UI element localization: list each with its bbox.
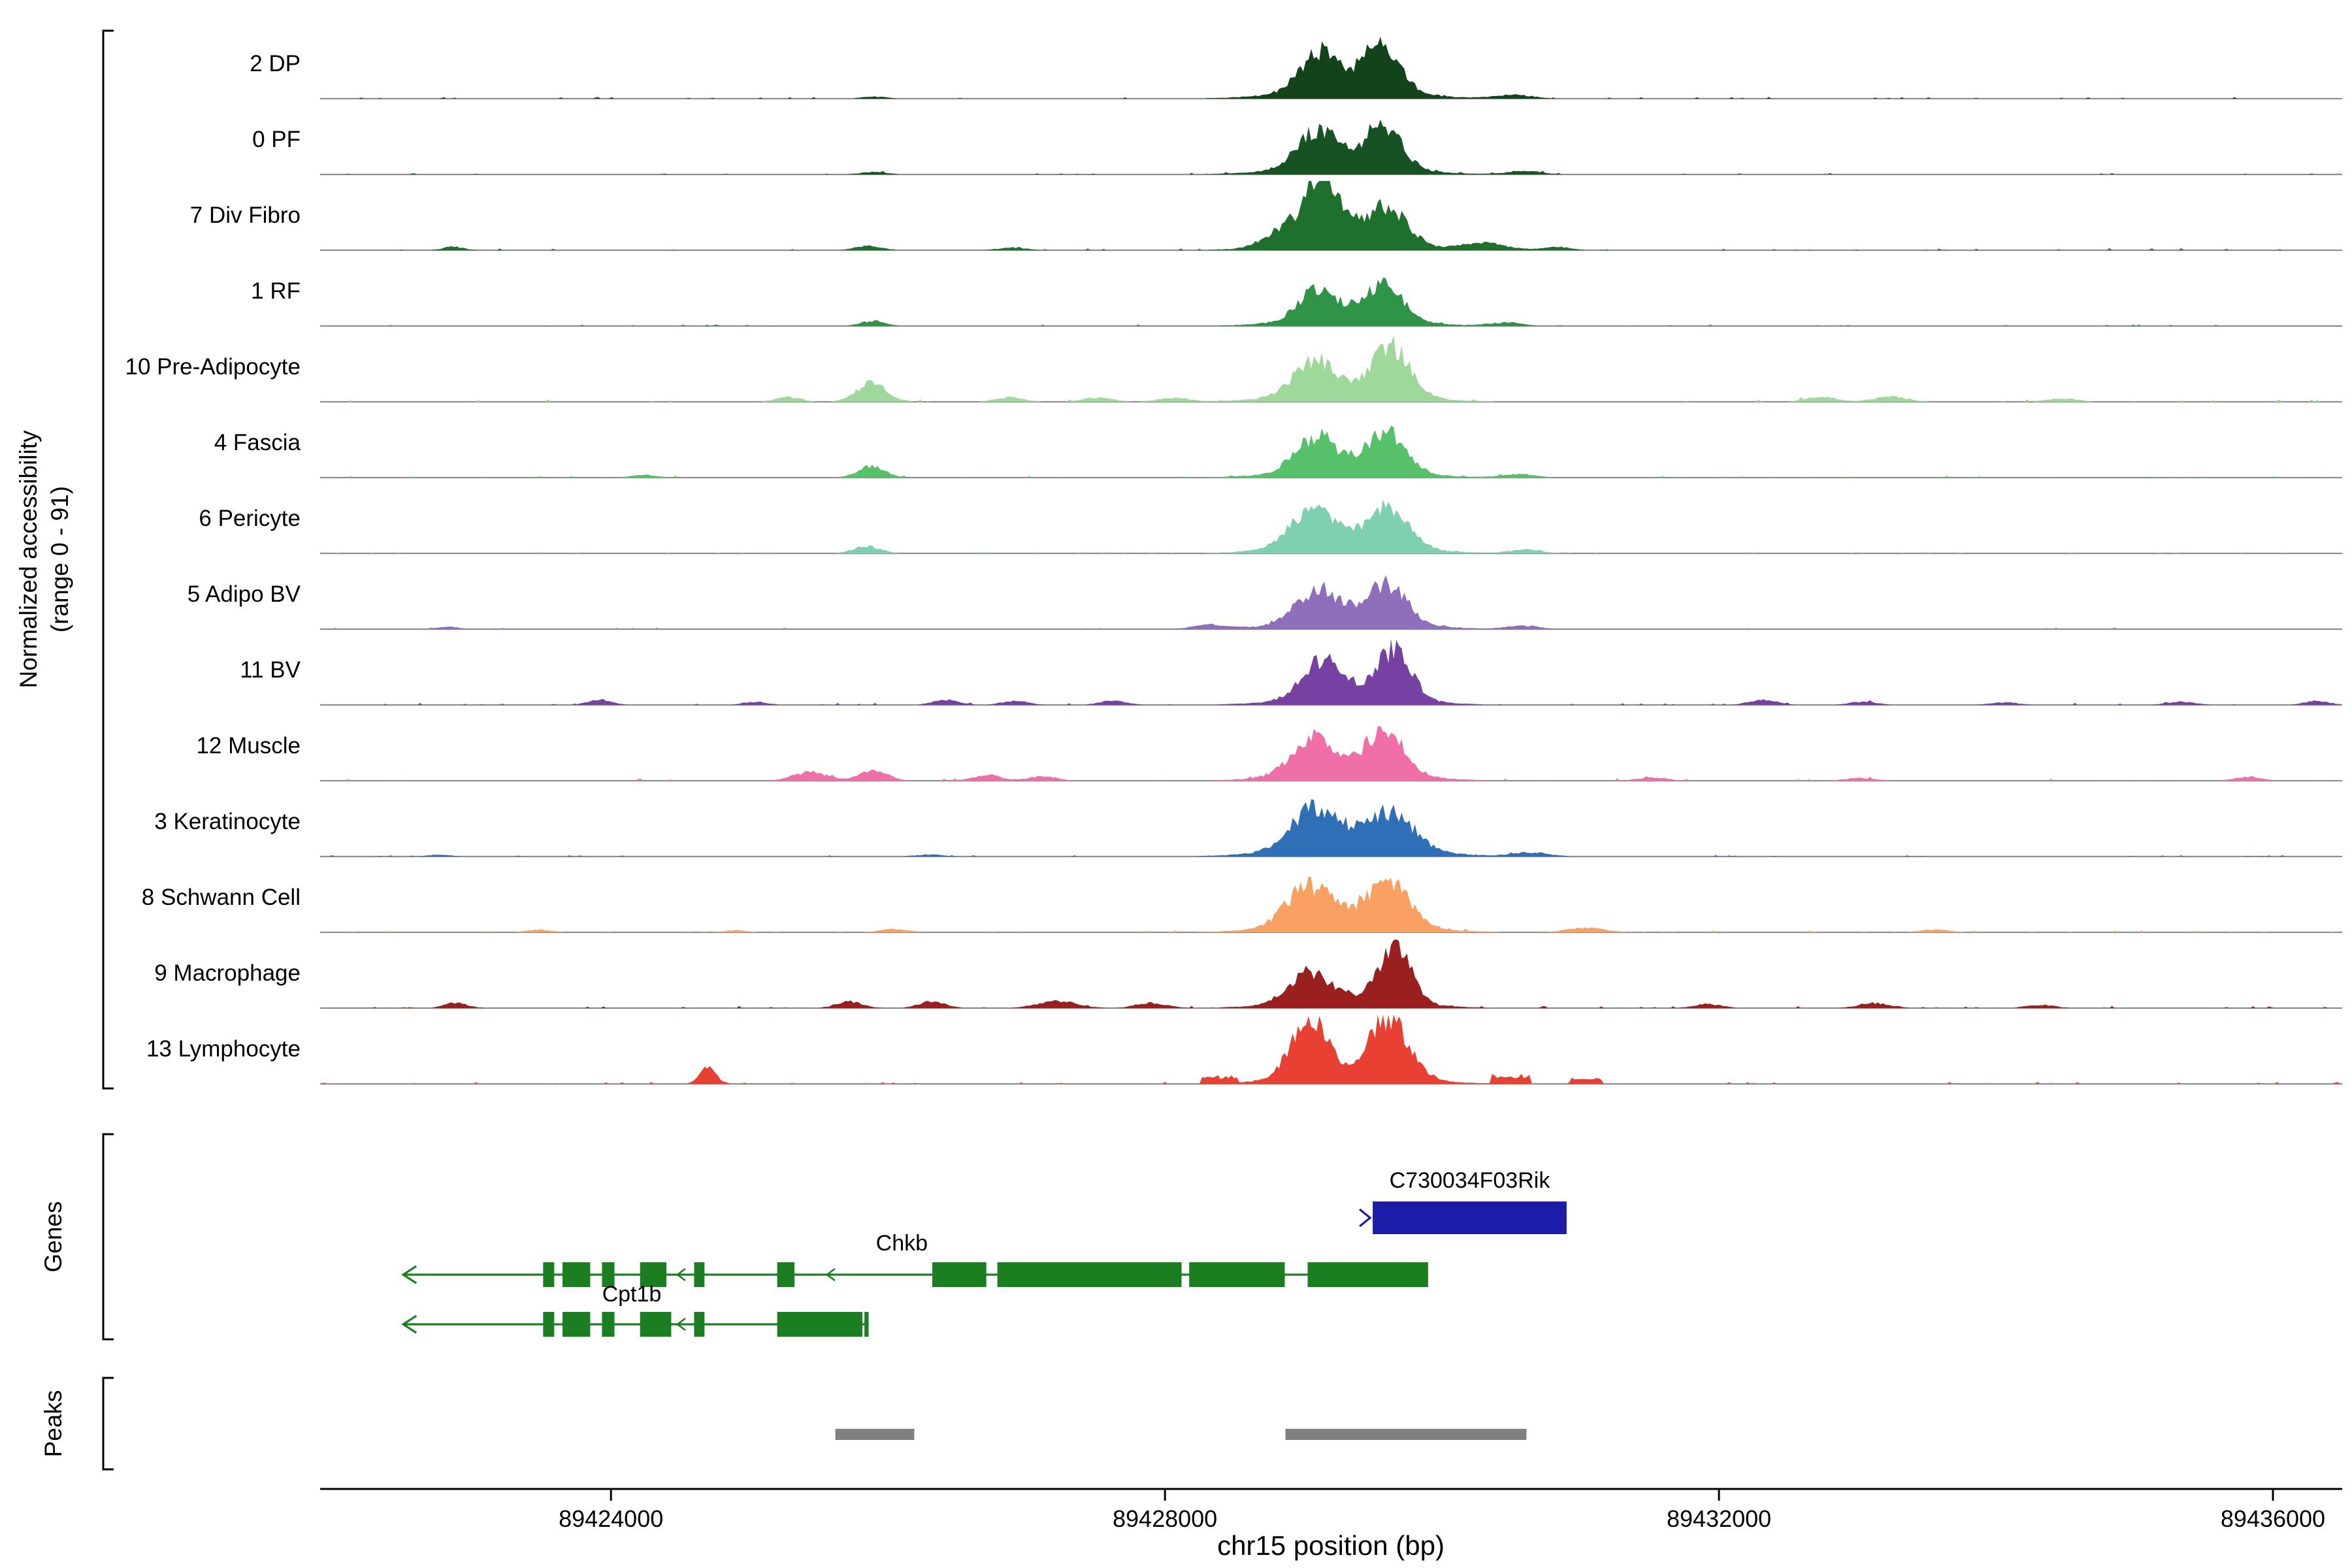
gene-intron-chevron-icon xyxy=(825,1267,836,1282)
track-label: 4 Fascia xyxy=(214,430,301,455)
track-signal-13-lymphocyte xyxy=(320,1015,2342,1084)
genes-section-label: Genes xyxy=(39,1201,67,1273)
gene-exon xyxy=(1373,1201,1567,1234)
x-axis-tick-label: 89436000 xyxy=(2221,1505,2325,1532)
track-signal-0-pf xyxy=(320,120,2342,174)
track-signal-9-macrophage xyxy=(320,939,2342,1008)
track-signal-8-schwann-cell xyxy=(320,876,2342,932)
peaks-section-label: Peaks xyxy=(39,1390,67,1458)
track-label: 1 RF xyxy=(251,278,301,304)
track-signal-1-rf xyxy=(320,277,2342,326)
y-axis-label-line1: Normalized accessibility xyxy=(14,430,42,689)
track-signal-12-muscle xyxy=(320,726,2342,781)
gene-intron-chevron-icon xyxy=(676,1317,686,1331)
gene-exon xyxy=(563,1262,591,1287)
track-label: 10 Pre-Adipocyte xyxy=(125,354,301,380)
gene-exon xyxy=(602,1312,615,1337)
track-label: 5 Adipo BV xyxy=(188,581,301,607)
track-signal-4-fascia xyxy=(320,425,2342,478)
gene-exon xyxy=(777,1262,795,1287)
y-axis-label: Normalized accessibility (range 0 - 91) xyxy=(13,431,76,689)
gene-exon xyxy=(777,1312,862,1337)
gene-exon xyxy=(997,1262,1182,1287)
track-signal-10-pre-adipocyte xyxy=(320,335,2342,402)
gene-exon xyxy=(1307,1262,1428,1287)
track-label: 9 Macrophage xyxy=(154,960,301,986)
gene-exon xyxy=(694,1262,705,1287)
track-label: 3 Keratinocyte xyxy=(154,809,301,834)
track-label: 7 Div Fibro xyxy=(190,203,301,228)
track-label: 0 PF xyxy=(252,127,301,152)
x-axis-title: chr15 position (bp) xyxy=(1217,1530,1445,1561)
track-label: 12 Muscle xyxy=(196,733,301,759)
gene-exon xyxy=(602,1262,615,1287)
gene-label: Cpt1b xyxy=(602,1282,662,1307)
x-axis-tick-label: 89432000 xyxy=(1667,1505,1771,1532)
track-signal-6-pericyte xyxy=(320,499,2342,553)
gene-exon xyxy=(864,1312,869,1337)
track-label: 8 Schwann Cell xyxy=(142,885,301,910)
gene-intron-chevron-icon xyxy=(676,1267,686,1282)
gene-exon xyxy=(543,1312,555,1337)
gene-exon xyxy=(563,1312,591,1337)
x-axis-tick-label: 89424000 xyxy=(559,1505,663,1532)
y-axis-label-line2: (range 0 - 91) xyxy=(46,485,73,633)
gene-exon xyxy=(543,1262,555,1287)
gene-strand-arrow-left-icon xyxy=(401,1265,417,1284)
track-label: 6 Pericyte xyxy=(199,506,301,531)
peak-bar xyxy=(835,1429,915,1440)
gene-exon xyxy=(640,1312,672,1337)
accessibility-axis-bracket xyxy=(102,29,114,1090)
track-signal-2-dp xyxy=(320,37,2342,99)
track-signal-5-adipo-bv xyxy=(320,575,2342,629)
gene-label: Chkb xyxy=(876,1231,928,1256)
track-signal-7-div-fibro xyxy=(320,181,2342,250)
gene-exon xyxy=(1189,1262,1285,1287)
gene-exon xyxy=(694,1312,705,1337)
track-label: 2 DP xyxy=(250,51,301,76)
genes-axis-bracket xyxy=(102,1133,114,1341)
peak-bar xyxy=(1285,1429,1527,1440)
track-signal-3-keratinocyte xyxy=(320,799,2342,857)
gene-label: C730034F03Rik xyxy=(1390,1168,1551,1193)
x-axis-tick-label: 89428000 xyxy=(1113,1505,1217,1532)
gene-exon xyxy=(932,1262,987,1287)
peaks-axis-bracket xyxy=(102,1377,114,1471)
track-signal-11-bv xyxy=(320,638,2342,705)
gene-exon xyxy=(640,1262,666,1287)
track-label: 13 Lymphocyte xyxy=(146,1036,301,1062)
gene-strand-arrow-left-icon xyxy=(401,1315,417,1334)
gene-strand-arrow-right-icon xyxy=(1359,1208,1372,1228)
track-label: 11 BV xyxy=(240,657,301,683)
